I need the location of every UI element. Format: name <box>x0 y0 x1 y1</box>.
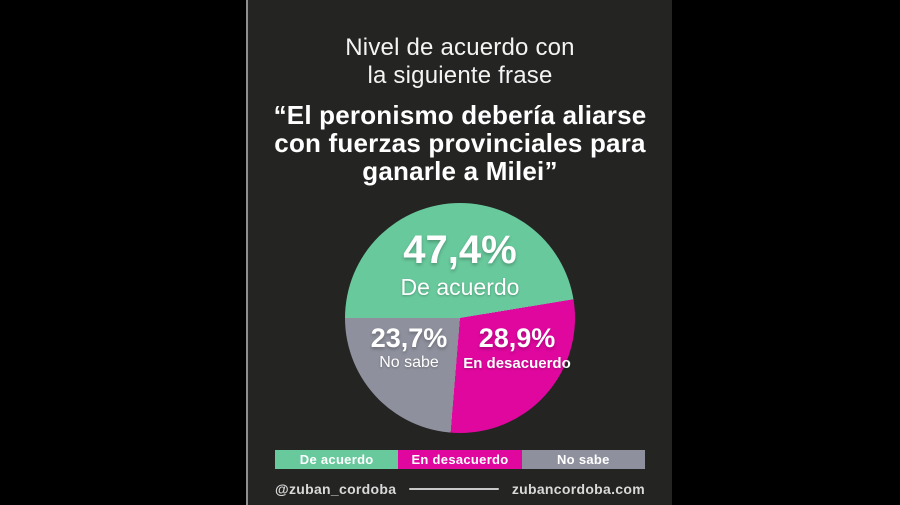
pie-slice-category-de-acuerdo: De acuerdo <box>400 274 520 300</box>
footer-divider-line <box>409 488 499 490</box>
pie-slice-label-de-acuerdo: 47,4% De acuerdo <box>345 230 575 301</box>
survey-quote-line2: con fuerzas provinciales para <box>274 128 646 158</box>
legend-label-en-desacuerdo: En desacuerdo <box>411 452 509 467</box>
pie-slice-value-no-sabe: 23,7% <box>370 323 448 353</box>
pie-slice-label-no-sabe: 23,7% No sabe <box>347 325 471 372</box>
pie-chart: 47,4% De acuerdo 23,7% No sabe 28,9% En … <box>345 203 575 433</box>
survey-title-line2: la siguiente frase <box>367 62 553 89</box>
legend-label-de-acuerdo: De acuerdo <box>299 452 374 467</box>
legend-item-no-sabe: No sabe <box>521 450 645 469</box>
survey-quote: “El peronismo debería aliarse con fuerza… <box>248 101 672 185</box>
legend-item-de-acuerdo: De acuerdo <box>275 450 399 469</box>
pie-slice-label-en-desacuerdo: 28,9% En desacuerdo <box>455 323 579 373</box>
footer-website: zubancordoba.com <box>511 481 645 497</box>
footer-social-handle: @zuban_cordoba <box>275 481 397 497</box>
pie-slice-value-de-acuerdo: 47,4% <box>403 228 517 272</box>
legend-item-en-desacuerdo: En desacuerdo <box>398 450 522 469</box>
legend-label-no-sabe: No sabe <box>556 452 610 467</box>
pie-slice-value-en-desacuerdo: 28,9% <box>478 323 556 353</box>
pie-slice-category-no-sabe: No sabe <box>379 354 439 371</box>
footer: @zuban_cordoba zubancordoba.com <box>275 479 645 499</box>
survey-quote-line3: ganarle a Milei” <box>362 156 558 186</box>
legend-bar: De acuerdo En desacuerdo No sabe <box>275 450 645 469</box>
survey-title-line1: Nivel de acuerdo con <box>345 34 575 61</box>
survey-quote-line1: “El peronismo debería aliarse <box>273 100 647 130</box>
pie-slice-category-en-desacuerdo: En desacuerdo <box>463 355 571 372</box>
infographic-panel: Nivel de acuerdo con la siguiente frase … <box>246 0 672 505</box>
survey-title: Nivel de acuerdo con la siguiente frase <box>248 34 672 90</box>
